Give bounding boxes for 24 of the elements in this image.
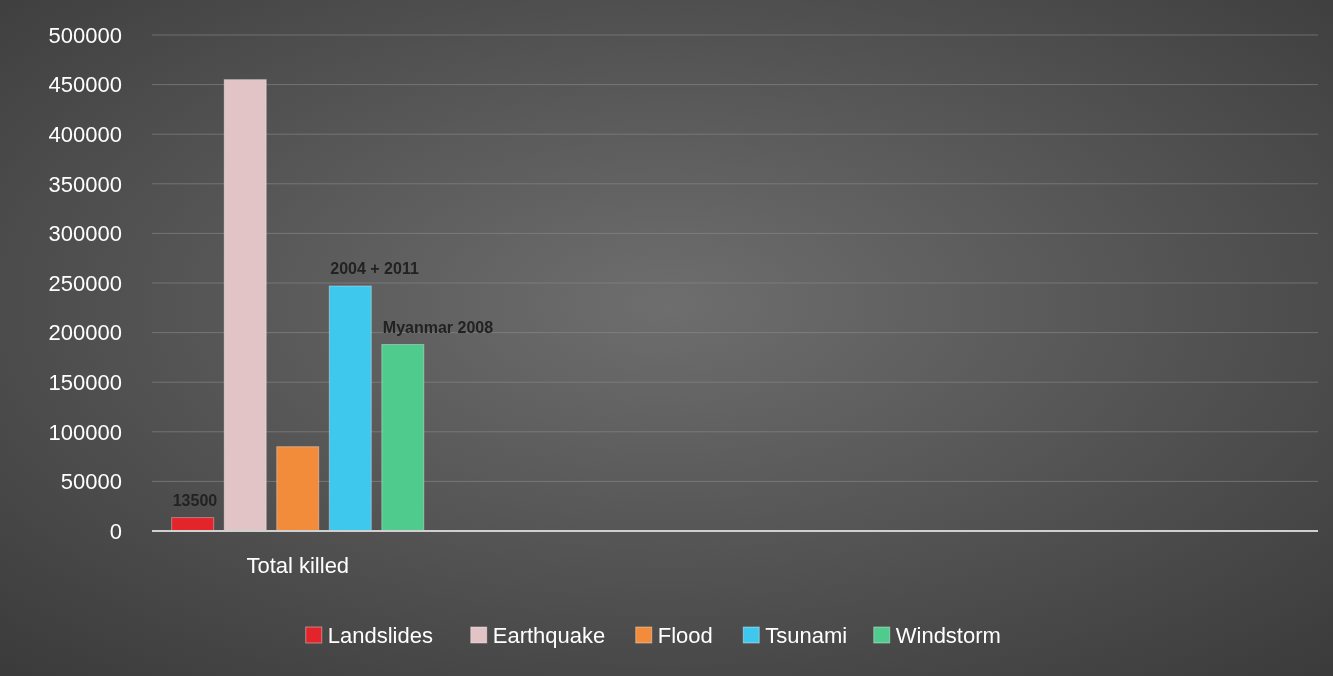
y-tick-label: 250000 — [48, 270, 122, 296]
y-tick-label: 150000 — [48, 369, 122, 395]
bar — [171, 517, 215, 532]
bar — [223, 79, 267, 532]
y-tick-label: 500000 — [48, 22, 122, 48]
legend-label: Flood — [657, 622, 713, 648]
y-tick-label: 50000 — [60, 469, 122, 495]
y-tick-label: 0 — [109, 518, 122, 544]
legend-label: Windstorm — [895, 622, 1001, 648]
bar — [381, 344, 425, 532]
y-tick-label: 200000 — [48, 320, 122, 346]
y-tick-label: 100000 — [48, 419, 122, 445]
legend-label: Earthquake — [492, 622, 606, 648]
annotation: 2004 + 2011 — [330, 259, 419, 277]
y-tick-label: 450000 — [48, 72, 122, 98]
bar — [328, 285, 372, 532]
y-tick-label: 300000 — [48, 221, 122, 247]
y-tick-label: 400000 — [48, 121, 122, 147]
y-tick-label: 350000 — [48, 171, 122, 197]
legend-label: Tsunami — [765, 622, 848, 648]
x-tick-label: Total killed — [246, 553, 350, 578]
legend-label: Landslides — [327, 622, 433, 648]
annotation: Myanmar 2008 — [382, 318, 494, 336]
bar — [276, 446, 320, 532]
